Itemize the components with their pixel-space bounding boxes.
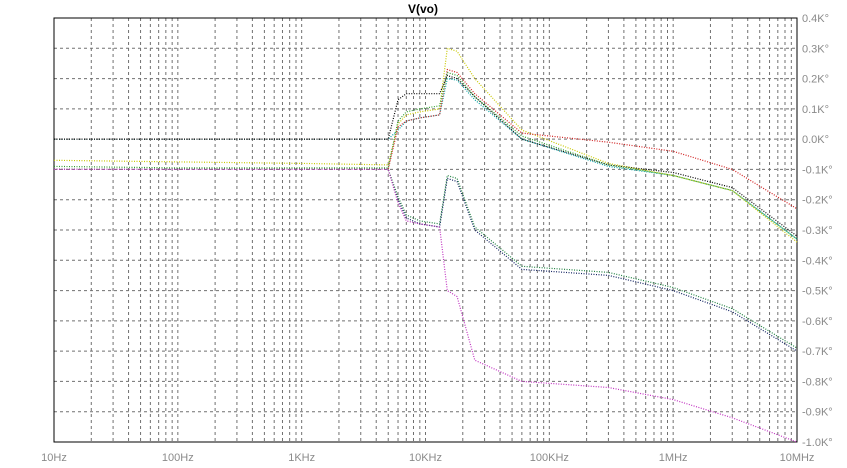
y-tick-label: 0.4K°	[802, 13, 829, 25]
y-tick-label: -0.3K°	[802, 225, 833, 237]
x-tick-label: 1MHz	[659, 452, 688, 464]
series-line-8	[54, 168, 798, 443]
y-tick-label: 0.1K°	[802, 104, 829, 116]
y-tick-label: -0.6K°	[802, 316, 833, 328]
plot-frame	[53, 17, 798, 443]
x-tick-label: 1KHz	[288, 452, 315, 464]
y-tick-label: -0.4K°	[802, 255, 833, 267]
series-line-5	[53, 71, 798, 240]
y-tick-label: -0.8K°	[802, 376, 833, 388]
y-tick-label: 0.0K°	[802, 134, 829, 146]
x-tick-label: 100Hz	[162, 452, 194, 464]
series-line-2	[54, 74, 798, 237]
series-line-3	[53, 47, 798, 243]
y-tick-labels: 0.4K° 0.3K° 0.2K° 0.1K° 0.0K° -0.1K° -0.2K° -0.…	[802, 13, 833, 449]
y-tick-label: -0.9K°	[802, 407, 833, 419]
y-tick-label: 0.2K°	[802, 74, 829, 86]
y-tick-label: -0.7K°	[802, 346, 833, 358]
y-tick-label: -0.5K°	[802, 286, 833, 298]
x-tick-label: 10KHz	[409, 452, 442, 464]
x-tick-label: 100KHz	[530, 452, 569, 464]
x-tick-label: 10Hz	[41, 452, 67, 464]
y-tick-label: -0.1K°	[802, 164, 833, 176]
y-tick-label: -1.0K°	[802, 437, 833, 449]
x-tick-label: 10MHz	[780, 452, 815, 464]
chart-title: V(vo)	[408, 2, 438, 16]
series-layer	[53, 47, 798, 443]
x-tick-labels: 10Hz 100Hz 1KHz 10KHz 100KHz 1MHz 10MHz	[41, 452, 814, 464]
y-tick-label: 0.3K°	[802, 43, 829, 55]
grid-layer	[53, 17, 797, 443]
y-tick-label: -0.2K°	[802, 195, 833, 207]
